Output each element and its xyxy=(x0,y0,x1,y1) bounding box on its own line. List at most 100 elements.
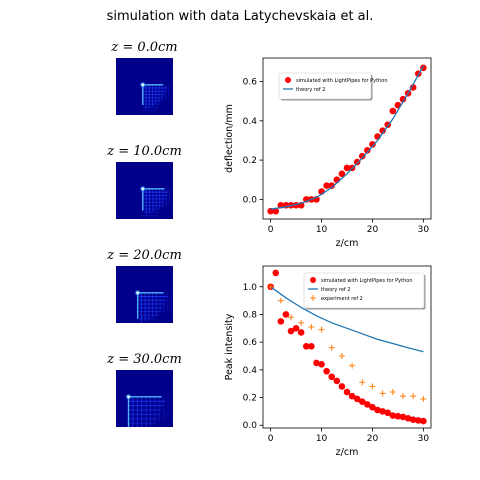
panel-label-2: z = 20.0cm xyxy=(106,248,182,263)
series-0 xyxy=(267,269,427,425)
legend-box xyxy=(303,272,425,309)
panel-background xyxy=(116,370,173,427)
x-tick-label: 30 xyxy=(418,225,430,235)
series-1 xyxy=(270,286,424,353)
x-tick-label: 20 xyxy=(367,225,379,235)
y-axis-label: deflection/mm xyxy=(224,104,235,173)
data-point xyxy=(297,329,305,336)
data-point xyxy=(318,326,325,333)
panel-label-1: z = 10.0cm xyxy=(106,144,182,159)
data-point xyxy=(358,398,366,405)
data-point xyxy=(338,353,345,359)
data-point xyxy=(277,297,284,304)
y-tick-label: 0.2 xyxy=(243,156,257,166)
legend-label: simulated with LightPipes for Python xyxy=(296,78,388,84)
panel-background xyxy=(116,266,173,323)
data-point xyxy=(282,311,290,318)
legend-label: simulated with LightPipes for Python xyxy=(321,278,413,284)
legend-marker xyxy=(310,277,316,283)
data-point xyxy=(338,170,346,178)
series-layer xyxy=(267,269,427,425)
intensity-panel-0: z = 0.0cm xyxy=(110,40,178,115)
data-point xyxy=(369,141,376,148)
legend: simulated with LightPipes for Python theo… xyxy=(303,272,426,310)
x-axis-label: z/cm xyxy=(336,238,359,249)
legend-marker xyxy=(310,295,316,301)
data-point xyxy=(343,388,351,396)
y-tick-label: 0.0 xyxy=(243,195,258,205)
data-point xyxy=(379,390,386,397)
data-point xyxy=(343,164,351,172)
data-point xyxy=(409,416,417,423)
data-point xyxy=(333,377,341,385)
legend: simulated with LightPipes for Python theo… xyxy=(278,72,388,101)
spot-core xyxy=(141,187,144,190)
y-axis-label: Peak intensity xyxy=(224,313,235,380)
spot-core xyxy=(127,395,130,398)
data-point xyxy=(323,367,330,375)
y-tick-label: 0.6 xyxy=(243,78,258,88)
data-point xyxy=(379,127,386,134)
legend-label: experiment ref 2 xyxy=(321,296,363,302)
data-point xyxy=(288,314,294,321)
data-point xyxy=(389,389,396,395)
data-point xyxy=(414,417,422,424)
data-point xyxy=(349,362,356,369)
data-point xyxy=(292,325,300,332)
theory-line xyxy=(270,286,424,353)
data-point xyxy=(328,373,336,381)
data-point xyxy=(359,379,366,386)
data-point xyxy=(399,95,407,103)
data-point xyxy=(404,415,412,422)
figure-title: simulation with data Latychevskaia et al… xyxy=(107,9,374,24)
data-point xyxy=(369,383,376,390)
y-tick-label: 0.2 xyxy=(243,394,257,404)
data-point xyxy=(333,176,341,184)
intensity-panel-3: z = 30.0cm xyxy=(106,352,182,427)
peak-intensity-chart: 0 10 20 30 0.0 0.2 0.4 0.6 0.8 1.0 z/cm Peak intens… xyxy=(224,265,432,458)
intensity-panels: z = 0.0cm z = 10.0cm z = 20.0cm z = 30.0cm xyxy=(106,40,182,427)
data-point xyxy=(323,182,330,189)
data-point xyxy=(399,413,407,421)
legend-box xyxy=(278,72,372,100)
data-point xyxy=(318,361,325,368)
y-tick-label: 1.0 xyxy=(243,283,258,293)
x-tick-label: 10 xyxy=(316,434,328,444)
x-axis-label: z/cm xyxy=(336,447,359,458)
data-point xyxy=(272,269,280,277)
deflection-chart: 0 10 20 30 0.0 0.2 0.4 0.6 z/cm deflection/mm simu… xyxy=(224,57,432,249)
data-point xyxy=(400,393,406,400)
data-point xyxy=(364,401,371,408)
data-point xyxy=(313,359,320,367)
data-point xyxy=(277,318,285,325)
x-tick-label: 0 xyxy=(268,225,274,235)
data-point xyxy=(389,412,397,419)
data-point xyxy=(410,393,417,400)
data-point xyxy=(308,323,315,330)
series-1 xyxy=(270,65,424,210)
spot-core xyxy=(141,83,144,86)
x-tick-label: 20 xyxy=(367,434,379,444)
data-point xyxy=(409,84,417,91)
data-point xyxy=(420,395,427,402)
x-tick-label: 0 xyxy=(268,434,274,444)
data-point xyxy=(389,107,397,115)
spot-core xyxy=(136,291,139,294)
data-point xyxy=(379,408,386,415)
y-tick-label: 0.0 xyxy=(243,421,258,431)
data-point xyxy=(364,146,371,154)
y-tick-label: 0.4 xyxy=(243,366,258,376)
data-point xyxy=(420,417,427,425)
data-point xyxy=(374,406,381,414)
data-point xyxy=(338,383,346,390)
data-point xyxy=(328,344,335,351)
data-point xyxy=(308,343,315,350)
data-point xyxy=(328,182,336,189)
panel-label-0: z = 0.0cm xyxy=(110,40,177,55)
data-point xyxy=(287,327,295,335)
y-tick-label: 0.4 xyxy=(243,117,258,127)
x-tick-label: 30 xyxy=(418,434,430,444)
data-point xyxy=(384,409,392,417)
data-point xyxy=(302,343,310,350)
